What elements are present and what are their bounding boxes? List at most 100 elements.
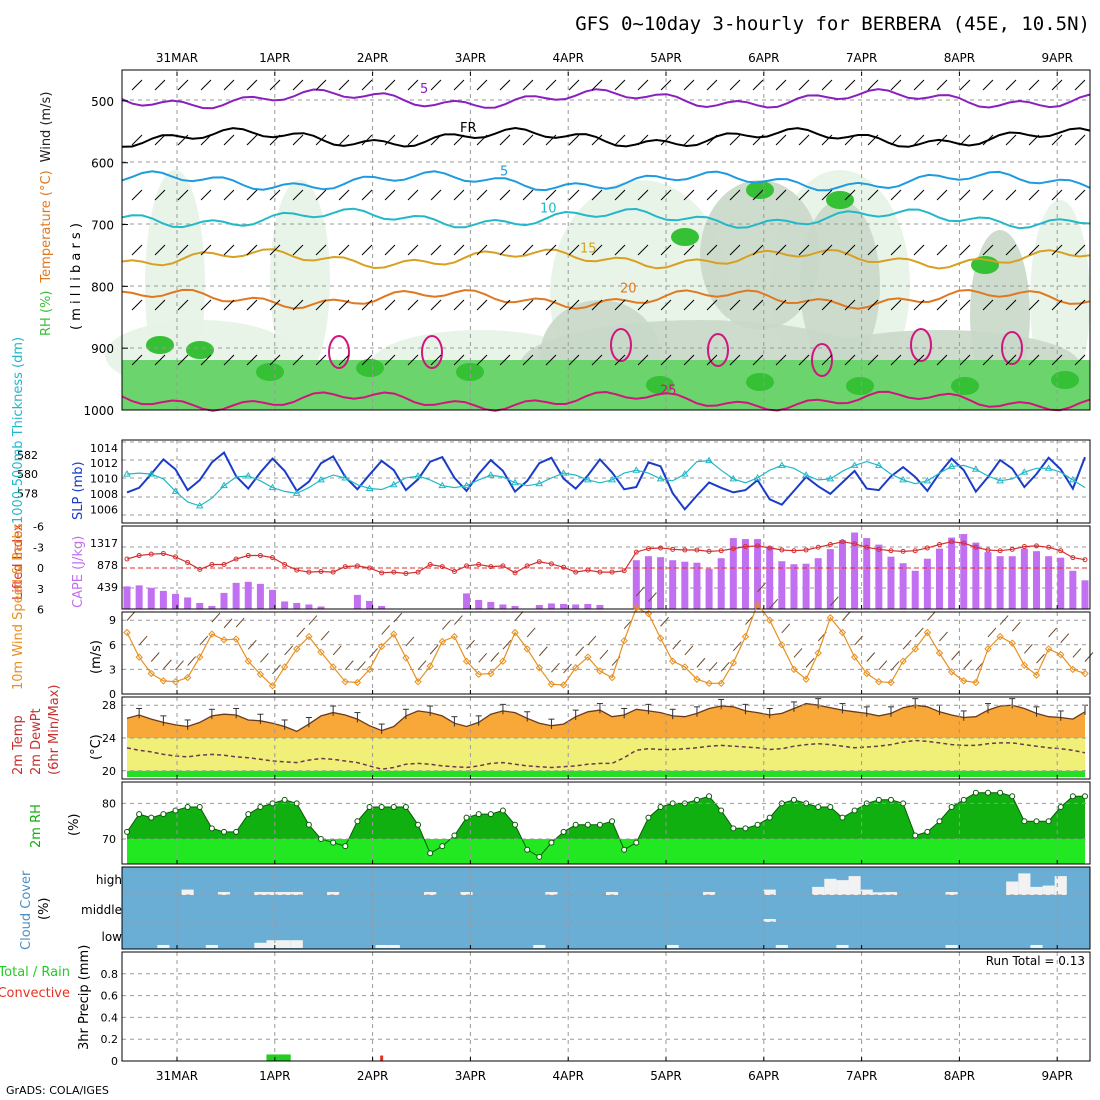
rh2m-marker (257, 803, 264, 810)
cape-bar (899, 563, 907, 609)
wind10-barb (526, 627, 536, 638)
lifted-marker (900, 548, 906, 554)
isotherm-purple (121, 88, 1091, 110)
temp-unit: (°C) (89, 734, 104, 760)
wind10-barb (235, 617, 245, 628)
lifted-marker (561, 564, 567, 570)
wind10-marker (887, 678, 895, 687)
rh2m-marker (924, 828, 931, 835)
lifted-marker (245, 553, 251, 559)
wind10-barb (163, 659, 172, 670)
cape-tick: 878 (97, 559, 118, 572)
wind-barb (660, 354, 672, 366)
wind10-marker (838, 628, 847, 637)
rh2m-marker (572, 821, 579, 828)
wind-barb (522, 299, 534, 311)
wind-barb (752, 189, 764, 201)
wind10-barb (332, 645, 342, 656)
wind-barb (361, 244, 373, 256)
cloud-low-cell (254, 942, 267, 948)
cloud-low-cell (157, 945, 170, 948)
lifted-marker (670, 546, 676, 552)
cape-bar (547, 603, 555, 609)
rh2m-marker (754, 821, 761, 828)
thickness-tick: 580 (17, 468, 38, 481)
lifted-marker (827, 541, 833, 547)
lifted-marker (767, 545, 773, 551)
rh2m-marker (487, 811, 494, 818)
wind10-barb (720, 662, 730, 672)
precip-tick: 0.6 (101, 990, 119, 1003)
cape-bar (499, 604, 507, 609)
cape-bar (754, 539, 762, 609)
wind-barb (821, 189, 833, 201)
wind10-tick: 9 (109, 614, 116, 627)
wind10-marker (1008, 639, 1016, 647)
wind10-marker (717, 679, 725, 688)
cape-bar (681, 561, 689, 609)
wind-barb (591, 244, 603, 256)
wind-barb (292, 244, 304, 256)
cape-bar (1069, 570, 1077, 609)
wind10-marker (523, 645, 531, 653)
rh2m-marker (1057, 803, 1064, 810)
wind-barb (729, 299, 741, 311)
wind10-marker (171, 677, 180, 686)
cloud-low-cell (290, 940, 303, 948)
panel-frame (121, 696, 1091, 780)
wind-barb (338, 299, 350, 311)
temp-ylabel-1: 2m DewPt (29, 708, 44, 775)
wind-barb (591, 299, 603, 311)
wind10-tick: 3 (109, 663, 116, 676)
date-label-top: 31MAR (156, 51, 198, 65)
pressure-tick: 900 (91, 342, 114, 356)
lifted-marker (597, 569, 603, 575)
lifted-marker (1046, 544, 1052, 550)
wind-barb (867, 134, 879, 146)
wind-barb (752, 79, 764, 91)
thickness-marker (438, 481, 447, 489)
precip-tick: 0.2 (101, 1033, 119, 1046)
lifted-marker (342, 564, 348, 570)
lifted-marker (876, 546, 882, 552)
wind-barb (614, 354, 626, 366)
rh2m-panel: 70 80 2m RH (%) (29, 781, 1091, 865)
wind10-marker (487, 669, 495, 678)
thickness-marker (608, 475, 616, 483)
rh2m-marker (402, 803, 409, 810)
wind-barb (545, 244, 557, 256)
rh2m-marker (839, 814, 846, 821)
wind-barb (936, 134, 948, 146)
wind-barb (292, 79, 304, 91)
wind10-barb (187, 656, 197, 666)
wind10-barb (926, 611, 936, 621)
wind10-marker (656, 634, 665, 642)
cape-bar (851, 532, 859, 609)
wind-barb (384, 189, 396, 201)
wind-barb (591, 189, 603, 201)
cloud-low-cell (775, 945, 788, 948)
wind-barb (315, 79, 327, 91)
cape-bar (1057, 557, 1065, 609)
wind-barb (453, 244, 465, 256)
wind-barb (522, 354, 534, 366)
rh-shade (800, 200, 880, 370)
wind10-marker (632, 604, 641, 612)
wind-barb (154, 299, 166, 311)
wind-barb (246, 244, 258, 256)
wind-barb (384, 244, 396, 256)
wind10-barb (805, 657, 815, 668)
rh2m-marker (1069, 793, 1076, 800)
wind-barb (200, 244, 212, 256)
wind-barb (1051, 354, 1063, 366)
rh2m-marker (1033, 818, 1040, 825)
wind-barb (545, 354, 557, 366)
thickness-tick: 582 (17, 449, 38, 462)
rh2m-marker (609, 818, 616, 825)
slp-tick: 1010 (90, 473, 118, 486)
rh2m-marker (366, 803, 373, 810)
wind10-marker (256, 670, 265, 679)
wind-barb (476, 189, 488, 201)
wind-barb (1028, 244, 1040, 256)
wind-barb (775, 354, 787, 366)
